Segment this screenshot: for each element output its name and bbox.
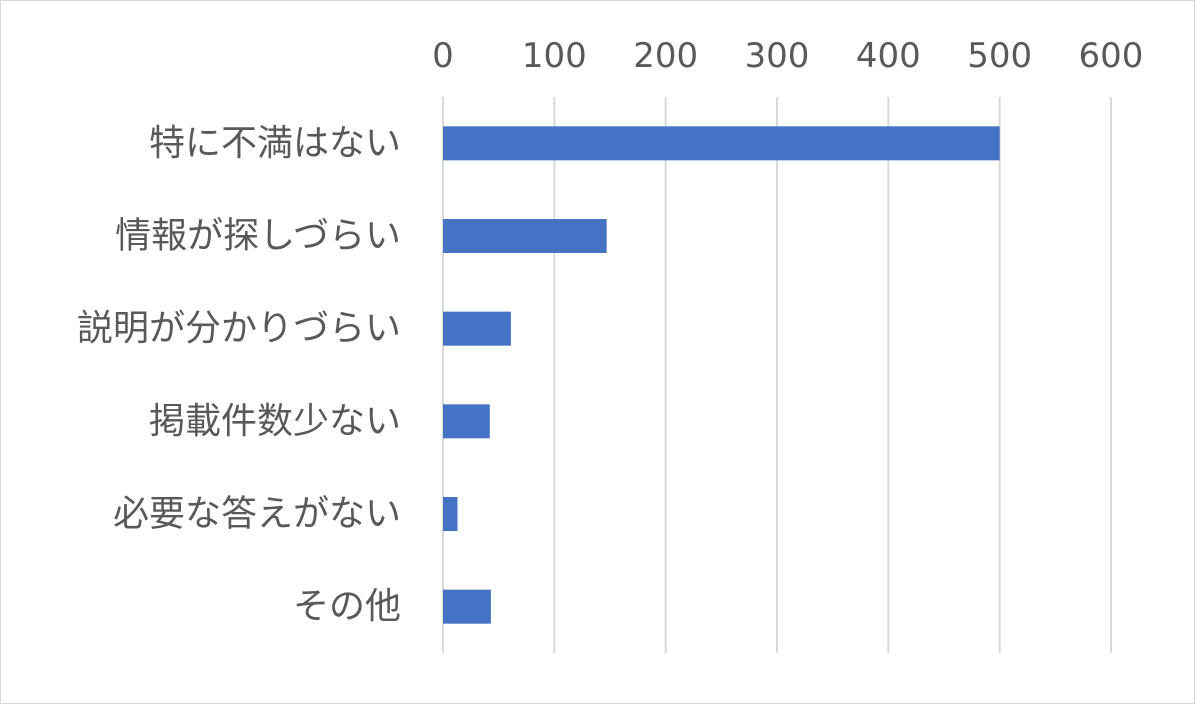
bar	[443, 404, 490, 439]
category-label: 特に不満はない	[149, 123, 401, 164]
category-label: その他	[293, 586, 401, 627]
x-tick-label: 600	[1079, 36, 1144, 76]
category-label: 情報が探しづらい	[115, 216, 401, 257]
x-tick-label: 100	[522, 36, 587, 76]
x-tick-label: 400	[856, 36, 921, 76]
category-label: 掲載件数少ない	[149, 401, 401, 442]
bar	[443, 219, 607, 253]
x-tick-label: 0	[432, 36, 454, 76]
category-labels: 特に不満はない情報が探しづらい説明が分かりづらい掲載件数少ない必要な答えがないそ…	[77, 123, 401, 627]
gridlines	[442, 97, 1112, 653]
bars	[443, 126, 1000, 624]
bar	[443, 589, 491, 624]
category-label: 必要な答えがない	[113, 494, 401, 535]
x-tick-label: 200	[633, 36, 698, 76]
bar	[443, 126, 1000, 161]
x-tick-label: 500	[967, 36, 1032, 76]
category-label: 説明が分かりづらい	[77, 308, 401, 349]
x-axis-ticks: 0 100 200 300 400 500 600	[432, 36, 1143, 76]
bar	[443, 311, 511, 346]
bar	[443, 497, 458, 531]
x-tick-label: 300	[745, 36, 810, 76]
